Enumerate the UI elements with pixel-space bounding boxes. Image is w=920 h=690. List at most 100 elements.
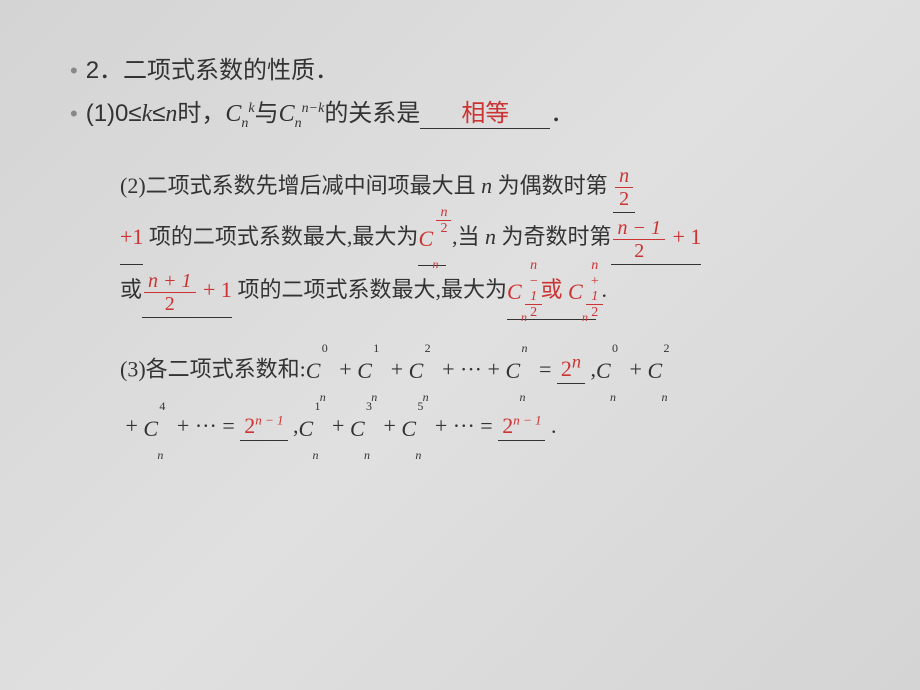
c-sub: n xyxy=(157,440,163,470)
c-term: Cn + 12n xyxy=(568,268,596,316)
c-sup: 2 xyxy=(425,333,431,363)
answer-odd: 2n − 1 xyxy=(498,413,545,441)
c-letter: C xyxy=(596,343,611,398)
c-term: C4n xyxy=(143,401,171,456)
base: 2 xyxy=(561,356,572,381)
c-sup: n xyxy=(521,333,527,363)
p2-or: 或 xyxy=(120,277,142,302)
answer-plus1: +1 xyxy=(120,213,143,264)
base: 2 xyxy=(502,413,513,438)
header-line-1: • 2．二项式系数的性质． xyxy=(70,50,850,85)
plus-one: + 1 xyxy=(672,224,701,249)
c-term: C5n xyxy=(401,401,429,456)
fraction: n − 12 xyxy=(525,258,542,321)
exp: n − 1 xyxy=(513,413,541,428)
var-n: n xyxy=(165,101,177,127)
content-body: (2)二项式系数先增后减中间项最大且 n 为偶数时第 n 2 +1 项的二项式系… xyxy=(70,162,850,456)
answer-even: 2n − 1 xyxy=(240,413,287,441)
c-letter: C xyxy=(418,215,433,263)
frac-num: n + 1 xyxy=(144,270,196,293)
text-when: 时， xyxy=(177,100,225,127)
fraction: n + 12 xyxy=(586,258,603,321)
exp: n − 1 xyxy=(255,413,283,428)
base: 2 xyxy=(244,413,255,438)
answer-blank: 相等 xyxy=(420,93,550,129)
text-prefix: (1)0≤ xyxy=(86,100,142,127)
c-symbol: C xyxy=(279,101,295,127)
equals: = xyxy=(480,413,492,438)
p2-prefix: (2)二项式系数先增后减中间项最大且 xyxy=(120,173,481,198)
p2-text2: 项的二项式系数最大,最大为 xyxy=(149,224,419,249)
c-sub: n xyxy=(241,116,248,131)
c-letter: C xyxy=(647,343,662,398)
c-letter: C xyxy=(350,401,365,456)
paragraph-3: (3)各二项式系数和:C0n + C1n + C2n + ··· + Cnn =… xyxy=(120,340,850,456)
c-sup: 1 xyxy=(315,391,321,421)
c-letter: C xyxy=(401,401,416,456)
answer-2n: 2n xyxy=(557,356,585,384)
p2-text4: 为奇数时第 xyxy=(496,224,612,249)
frac-den: 2 xyxy=(615,188,633,210)
frac-den: 2 xyxy=(525,305,542,320)
c-letter: C xyxy=(299,401,314,456)
c-letter: C xyxy=(568,268,583,316)
frac-den: 2 xyxy=(144,293,196,315)
text-relation: 的关系是 xyxy=(324,100,420,127)
p2-text3: ,当 xyxy=(452,224,485,249)
p3-prefix: (3)各二项式系数和: xyxy=(120,356,306,381)
c-term: Cnn xyxy=(505,343,533,398)
c-sub: n xyxy=(415,440,421,470)
c-symbol: C xyxy=(225,101,241,127)
p2-text5: 项的二项式系数最大,最大为 xyxy=(237,277,507,302)
or-text: 或 xyxy=(540,277,568,302)
c-sup: 4 xyxy=(159,391,165,421)
c-sup: 2 xyxy=(663,333,669,363)
p2-text1: 为偶数时第 xyxy=(492,173,608,198)
c-term: Cn − 12n xyxy=(507,268,535,316)
c-letter: C xyxy=(505,343,520,398)
c-sub: n xyxy=(432,251,438,277)
c-term: C2n xyxy=(647,343,675,398)
fraction: n − 12 xyxy=(613,217,665,262)
answer-c-a: Cn − 12n 或 Cn + 12n xyxy=(507,266,596,319)
fraction: n2 xyxy=(436,205,451,237)
c-sub: n xyxy=(313,440,319,470)
text-le: ≤ xyxy=(152,100,165,127)
frac-num: n − 1 xyxy=(525,258,542,305)
c-sup: 0 xyxy=(612,333,618,363)
bullet-icon: • xyxy=(70,101,78,127)
fraction: n 2 xyxy=(615,165,633,210)
text-with: 与 xyxy=(255,100,279,127)
frac-num: n xyxy=(436,205,451,221)
c-term: Cn2n xyxy=(418,215,446,263)
frac-num: n + 1 xyxy=(586,258,603,305)
c-sup-frac: n2 xyxy=(434,205,453,237)
period: ． xyxy=(550,100,574,127)
period: . xyxy=(551,413,557,438)
c-sub: n xyxy=(661,382,667,412)
c-sub: n xyxy=(521,304,527,330)
c-sub: n xyxy=(610,382,616,412)
line2-content: (1)0≤k≤n时，Cnk与Cnn−k的关系是相等． xyxy=(86,93,575,132)
c-sup: 3 xyxy=(366,391,372,421)
c-sub: n xyxy=(582,304,588,330)
title-text: 2．二项式系数的性质． xyxy=(86,50,339,85)
c-sup: n−k xyxy=(302,101,325,116)
c-sup: 1 xyxy=(373,333,379,363)
answer-frac-3: n + 12 + 1 xyxy=(142,266,232,317)
frac-num: n − 1 xyxy=(613,217,665,240)
answer-c-mid: Cn2n xyxy=(418,213,446,266)
c-term: C3n xyxy=(350,401,378,456)
var-n: n xyxy=(485,224,496,249)
answer-frac-2: n − 12 + 1 xyxy=(611,213,701,264)
c-term: C0n xyxy=(596,343,624,398)
c-letter: C xyxy=(143,401,158,456)
c-sup: 0 xyxy=(322,333,328,363)
answer-text: 相等 xyxy=(461,100,509,127)
bullet-icon: • xyxy=(70,58,78,84)
c-term: C1n xyxy=(299,401,327,456)
header-line-2: • (1)0≤k≤n时，Cnk与Cnn−k的关系是相等． xyxy=(70,93,850,132)
frac-num: n xyxy=(615,165,633,188)
fraction: n + 12 xyxy=(144,270,196,315)
frac-den: 2 xyxy=(436,221,451,236)
